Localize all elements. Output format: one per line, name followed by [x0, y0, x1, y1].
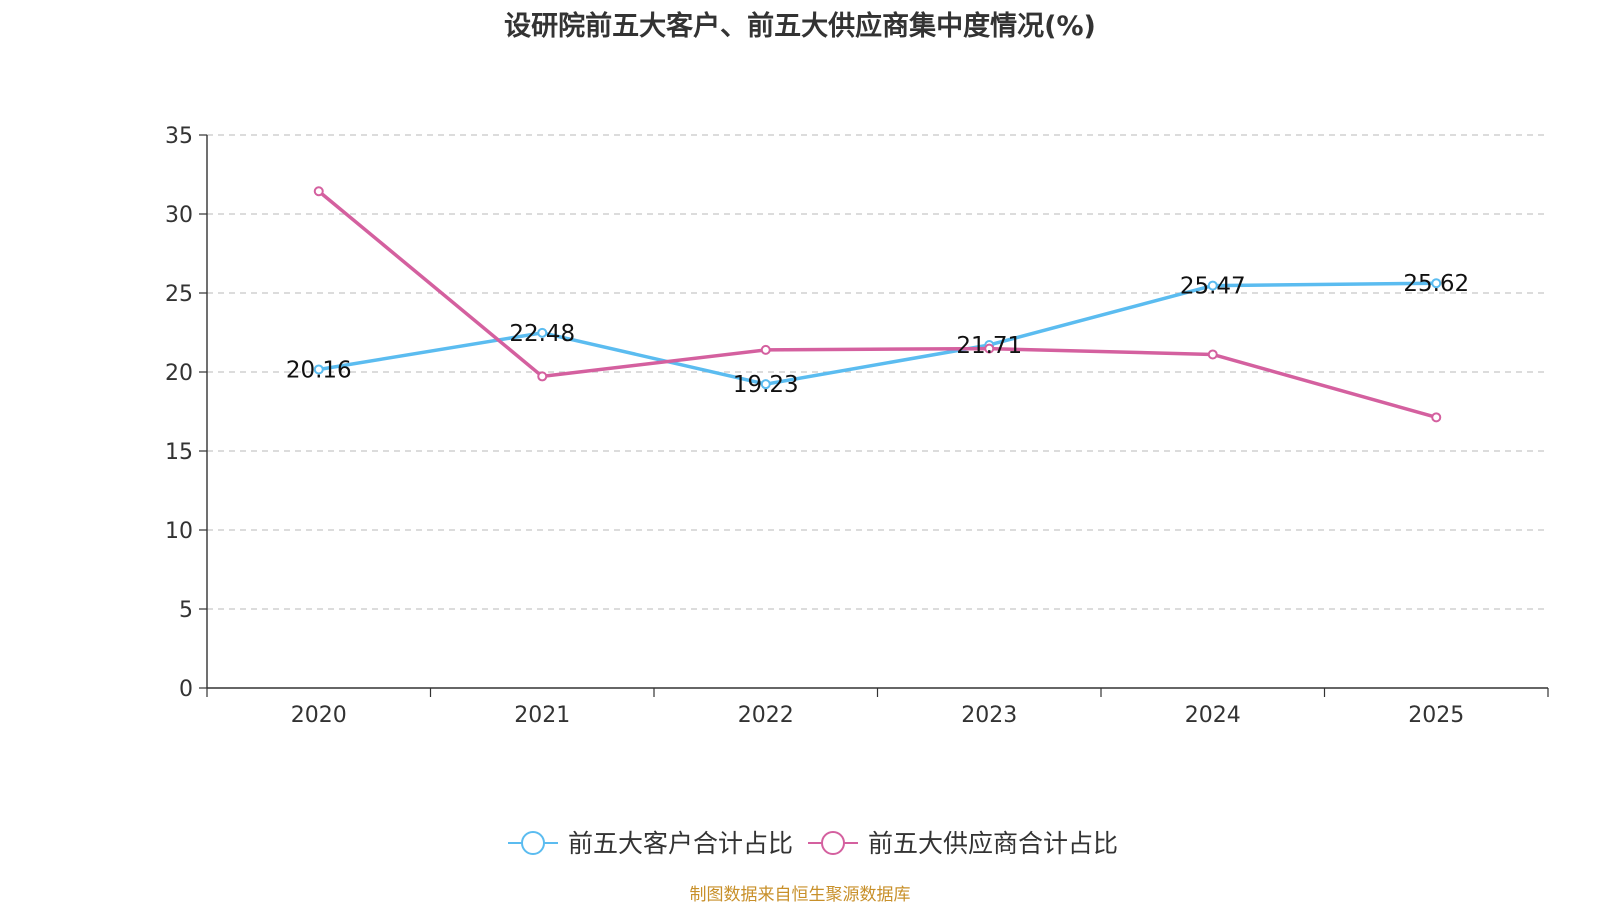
legend-label-1: 前五大供应商合计占比	[868, 829, 1118, 858]
series-0-point-2021	[537, 327, 548, 338]
series-1-point-2022	[760, 344, 771, 355]
x-tick-label-2024: 2024	[1185, 703, 1241, 728]
data-label-2025: 25.62	[1403, 271, 1469, 297]
data-label-2020: 20.16	[286, 357, 352, 383]
series-1-point-2025	[1431, 412, 1442, 423]
legend-item-0[interactable]: 前五大客户合计占比	[508, 829, 793, 858]
series-1-point-2024	[1207, 349, 1218, 360]
series-1-point-2023	[984, 343, 995, 354]
series-line-0	[318, 281, 1437, 386]
series-1-point-2021	[537, 371, 548, 382]
series-lines	[313, 186, 1442, 423]
chart-title: 设研院前五大客户、前五大供应商集中度情况(%)	[504, 11, 1096, 42]
series-0-point-2024	[1207, 280, 1218, 291]
data-label-2023: 21.71	[956, 333, 1022, 359]
y-tick-label-0: 0	[179, 677, 193, 702]
y-tick-label-35: 35	[165, 124, 193, 149]
legend-marker-1	[821, 831, 845, 855]
y-tick-label-25: 25	[165, 282, 193, 307]
data-label-2024: 25.47	[1180, 274, 1246, 300]
series-1-point-2020	[313, 186, 324, 197]
series-0-point-2022	[760, 379, 771, 390]
source-note: 制图数据来自恒生聚源数据库	[689, 885, 911, 905]
x-tick-label-2020: 2020	[291, 703, 347, 728]
x-tick-label-2022: 2022	[738, 703, 794, 728]
grid-lines	[207, 134, 1548, 610]
legend-label-0: 前五大客户合计占比	[568, 829, 793, 858]
data-labels: 20.16 22.48 19.23 21.71 25.47 25.62	[286, 271, 1469, 398]
x-tick-label-2021: 2021	[514, 703, 570, 728]
series-line-1	[317, 189, 1437, 420]
y-tick-label-5: 5	[179, 598, 193, 623]
data-label-2021: 22.48	[509, 321, 575, 347]
series-0-point-2020	[313, 364, 324, 375]
legend[interactable]: 前五大客户合计占比 前五大供应商合计占比	[508, 829, 1118, 858]
legend-item-1[interactable]: 前五大供应商合计占比	[808, 829, 1118, 858]
data-label-2022: 19.23	[733, 372, 799, 398]
legend-marker-0	[521, 831, 545, 855]
x-tick-label-2025: 2025	[1408, 703, 1464, 728]
y-tick-label-15: 15	[165, 440, 193, 465]
series-0-point-2025	[1431, 278, 1442, 289]
x-tick-label-2023: 2023	[961, 703, 1017, 728]
y-tick-label-30: 30	[165, 203, 193, 228]
y-tick-label-10: 10	[165, 519, 193, 544]
y-tick-label-20: 20	[165, 361, 193, 386]
